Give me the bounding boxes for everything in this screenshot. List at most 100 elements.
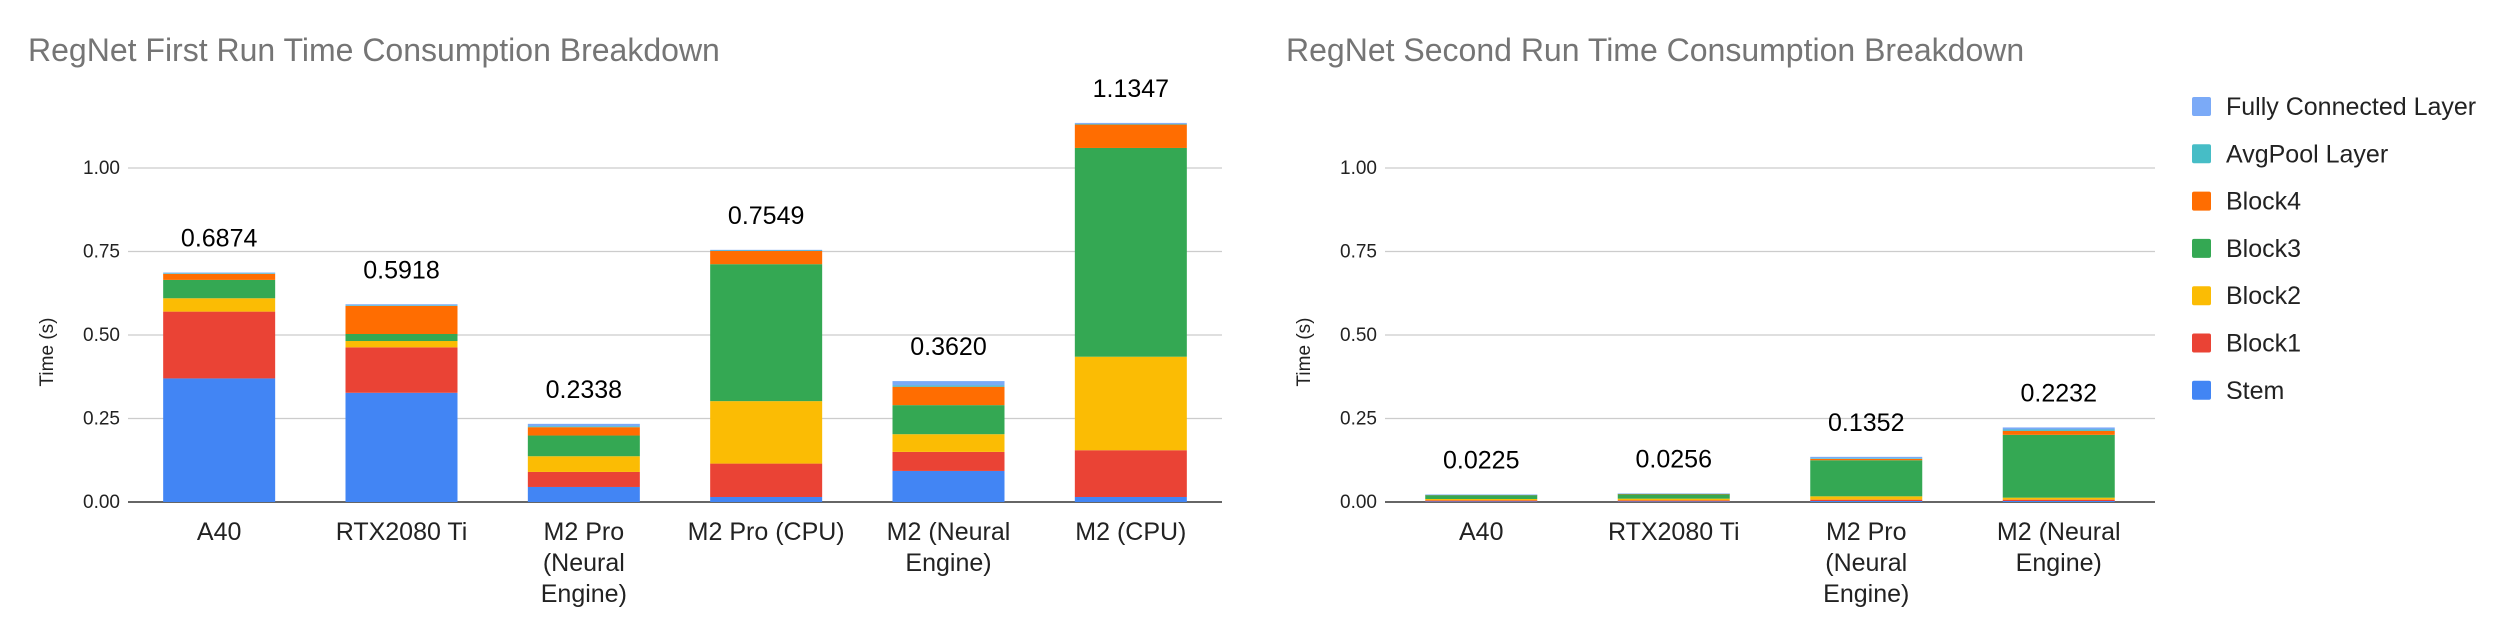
legend-item-label: AvgPool Layer (2226, 140, 2388, 168)
bar-segment-block4 (1074, 124, 1187, 148)
bar-total-label: 0.3620 (910, 333, 986, 361)
bar-segment-stem (1074, 496, 1187, 502)
bar-segment-block1 (1425, 500, 1538, 502)
bar-segment-fully-connected-layer (1810, 456, 1923, 459)
legend-item-label: Block4 (2226, 188, 2301, 216)
bar-segment-block2 (1617, 498, 1730, 501)
bar-segment-block2 (1810, 496, 1923, 500)
bar-segment-block2 (892, 434, 1005, 452)
legend-swatch (2192, 97, 2211, 116)
bar-segment-block3 (892, 405, 1005, 435)
x-category-label: RTX2080 Ti (336, 518, 468, 546)
bar-segment-block3 (1425, 495, 1538, 499)
bar-segment-fully-connected-layer (710, 249, 823, 251)
chart-title: RegNet Second Run Time Consumption Break… (1286, 32, 2024, 68)
bar-segment-block1 (527, 471, 640, 487)
bar-segment-stem (892, 470, 1005, 502)
bar-segment-block2 (1074, 356, 1187, 451)
bar-segment-block2 (163, 298, 276, 312)
bar-total-label: 0.2232 (2021, 379, 2097, 407)
y-tick-label: 1.00 (1340, 158, 1377, 179)
x-category-label: M2 Pro (CPU) (688, 518, 845, 546)
bar-segment-block3 (345, 333, 458, 342)
bar-segment-block3 (1074, 147, 1187, 357)
bar-segment-stem (163, 378, 276, 502)
bar-total-label: 0.1352 (1828, 409, 1904, 437)
bar-segment-fully-connected-layer (345, 304, 458, 306)
bar-segment-avgpool-layer (1425, 494, 1538, 496)
bar-segment-block4 (1810, 458, 1923, 461)
bar-total-label: 0.7549 (728, 202, 804, 230)
legend-item-label: Fully Connected Layer (2226, 93, 2476, 121)
bar-segment-block3 (1810, 460, 1923, 497)
y-tick-label: 0.25 (1340, 409, 1377, 430)
y-axis-title: Time (s) (37, 318, 58, 387)
legend-item-label: Stem (2226, 377, 2284, 405)
chart-title: RegNet First Run Time Consumption Breakd… (28, 32, 720, 68)
y-tick-label: 0.00 (83, 492, 120, 513)
x-category-label: RTX2080 Ti (1608, 518, 1740, 546)
y-axis-title: Time (s) (1294, 318, 1315, 387)
bar-segment-fully-connected-layer (892, 381, 1005, 386)
x-category-label: M2 Pro (Neural Engine) (1823, 518, 1909, 608)
bar-segment-fully-connected-layer (1617, 493, 1730, 494)
chart-first-run: RegNet First Run Time Consumption Breakd… (28, 32, 1222, 608)
legend-swatch (2192, 286, 2211, 306)
bar-segment-stem (1425, 501, 1538, 502)
bar-segment-block3 (1617, 494, 1730, 499)
bar-segment-block3 (2002, 434, 2115, 498)
bar-total-label: 0.0225 (1443, 446, 1519, 474)
bar-segment-block2 (345, 341, 458, 348)
bar-total-label: 0.5918 (363, 256, 439, 284)
legend-item-label: Block2 (2226, 282, 2301, 310)
y-tick-label: 0.75 (83, 242, 120, 263)
bar-segment-block3 (710, 264, 823, 402)
x-category-label: A40 (197, 518, 241, 546)
bar-segment-stem (345, 392, 458, 502)
bar-segment-block1 (345, 347, 458, 393)
bar-segment-block2 (2002, 497, 2115, 500)
y-tick-label: 0.75 (1340, 242, 1377, 263)
legend-item-label: Block1 (2226, 330, 2301, 358)
legend: Fully Connected Layer AvgPool Layer Block4… (2192, 93, 2476, 405)
y-tick-label: 0.25 (83, 409, 120, 430)
bar-segment-avgpool-layer (345, 305, 458, 306)
bar-segment-block1 (892, 451, 1005, 471)
y-tick-label: 0.50 (1340, 325, 1377, 346)
x-category-label: M2 (Neural Engine) (887, 518, 1011, 577)
bar-segment-avgpool-layer (527, 426, 640, 428)
legend-swatch (2192, 144, 2211, 164)
bar-segment-block4 (163, 273, 276, 280)
x-category-label: A40 (1459, 518, 1503, 546)
bar-segment-fully-connected-layer (2002, 427, 2115, 430)
bar-total-label: 0.6874 (181, 225, 258, 253)
bar-segment-block1 (1810, 499, 1923, 501)
bar-segment-stem (710, 496, 823, 502)
bar-segment-block4 (345, 305, 458, 334)
bar-segment-fully-connected-layer (1425, 494, 1538, 495)
bar-segment-block4 (2002, 430, 2115, 435)
bar-segment-block4 (1617, 493, 1730, 495)
bar-segment-avgpool-layer (1810, 458, 1923, 459)
bar-segment-stem (1617, 501, 1730, 502)
x-category-label: M2 (CPU) (1075, 518, 1186, 546)
bar-segment-block1 (163, 311, 276, 379)
bar-segment-block4 (892, 386, 1005, 406)
x-category-label: M2 (Neural Engine) (1997, 518, 2121, 577)
bar-segment-avgpool-layer (1074, 123, 1187, 125)
bar-segment-fully-connected-layer (163, 272, 276, 274)
bar-segment-block3 (163, 279, 276, 299)
bar-segment-block4 (710, 250, 823, 265)
bar-segment-avgpool-layer (892, 385, 1005, 387)
bar-segment-block1 (1074, 450, 1187, 497)
bar-segment-stem (527, 486, 640, 502)
bar-segment-block1 (710, 463, 823, 497)
bar-segment-avgpool-layer (710, 250, 823, 251)
bar-total-label: 1.1347 (1093, 75, 1169, 103)
bar-segment-fully-connected-layer (1074, 122, 1187, 124)
legend-swatch (2192, 333, 2211, 353)
bar-total-label: 0.0256 (1636, 445, 1712, 473)
legend-swatch (2192, 191, 2211, 211)
bar-segment-block1 (2002, 499, 2115, 501)
